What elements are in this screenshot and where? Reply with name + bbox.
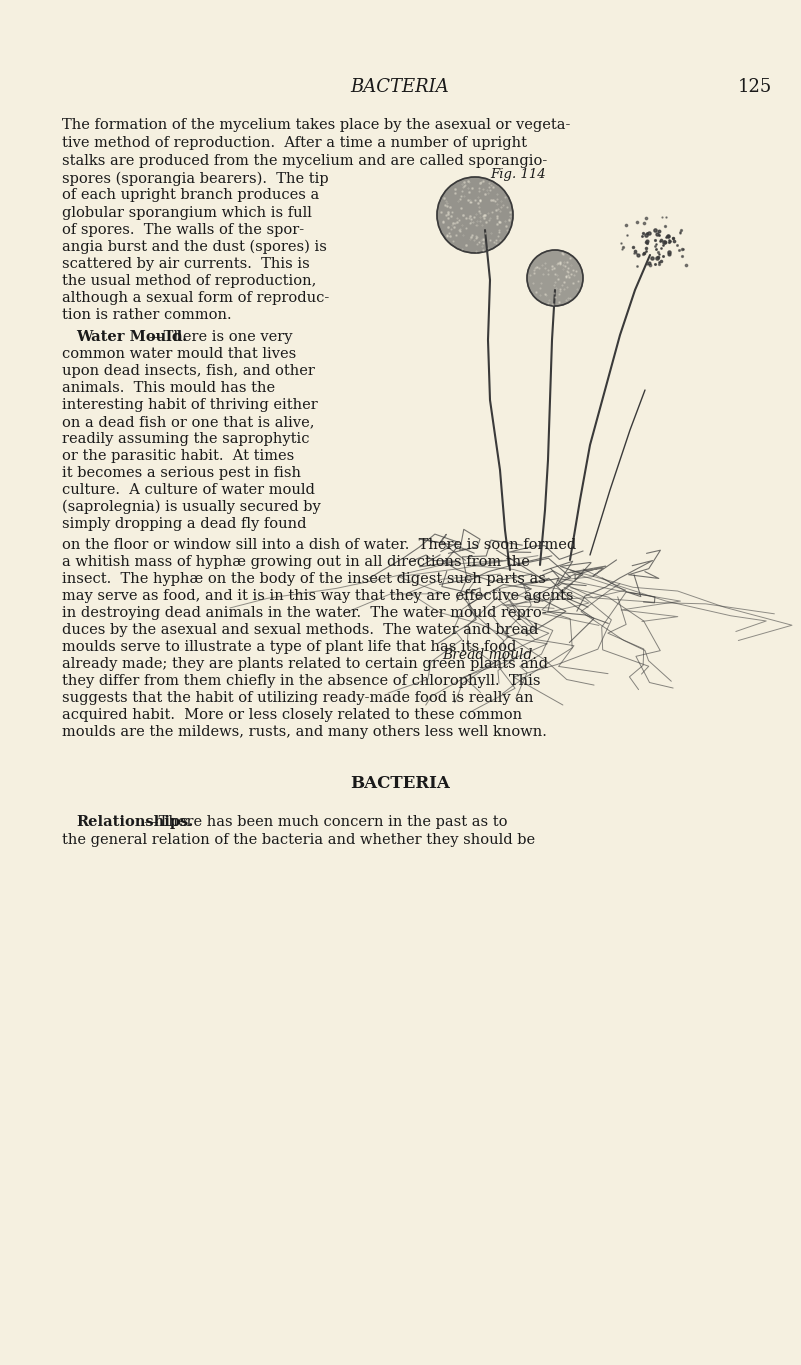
- Circle shape: [527, 250, 583, 306]
- Text: —There has been much concern in the past as to: —There has been much concern in the past…: [144, 815, 508, 829]
- Text: moulds are the mildews, rusts, and many others less well known.: moulds are the mildews, rusts, and many …: [62, 725, 547, 738]
- Text: of spores.  The walls of the spor-: of spores. The walls of the spor-: [62, 222, 304, 238]
- Text: or the parasitic habit.  At times: or the parasitic habit. At times: [62, 449, 294, 463]
- Text: already made; they are plants related to certain green plants and: already made; they are plants related to…: [62, 657, 548, 672]
- Text: common water mould that lives: common water mould that lives: [62, 347, 296, 360]
- Text: upon dead insects, fish, and other: upon dead insects, fish, and other: [62, 364, 315, 378]
- Text: they differ from them chiefly in the absence of chlorophyll.  This: they differ from them chiefly in the abs…: [62, 674, 541, 688]
- Text: a whitish mass of hyphæ growing out in all directions from the: a whitish mass of hyphæ growing out in a…: [62, 556, 530, 569]
- Text: spores (sporangia bearers).  The tip: spores (sporangia bearers). The tip: [62, 172, 328, 187]
- Text: interesting habit of thriving either: interesting habit of thriving either: [62, 399, 318, 412]
- Text: tion is rather common.: tion is rather common.: [62, 308, 231, 322]
- Text: duces by the asexual and sexual methods.  The water and bread: duces by the asexual and sexual methods.…: [62, 622, 538, 637]
- Text: may serve as food, and it is in this way that they are effective agents: may serve as food, and it is in this way…: [62, 590, 574, 603]
- Text: insect.  The hyphæ on the body of the insect digest such parts as: insect. The hyphæ on the body of the ins…: [62, 572, 545, 586]
- Text: culture.  A culture of water mould: culture. A culture of water mould: [62, 483, 315, 497]
- Text: Relationships.: Relationships.: [76, 815, 193, 829]
- Text: 125: 125: [738, 78, 772, 96]
- Text: of each upright branch produces a: of each upright branch produces a: [62, 188, 320, 202]
- Text: The formation of the mycelium takes place by the asexual or vegeta-: The formation of the mycelium takes plac…: [62, 117, 570, 132]
- Circle shape: [437, 177, 513, 253]
- Text: although a sexual form of reproduc-: although a sexual form of reproduc-: [62, 291, 329, 304]
- Text: Bread mould.: Bread mould.: [443, 648, 537, 662]
- Text: the usual method of reproduction,: the usual method of reproduction,: [62, 274, 316, 288]
- Text: scattered by air currents.  This is: scattered by air currents. This is: [62, 257, 310, 272]
- Text: acquired habit.  More or less closely related to these common: acquired habit. More or less closely rel…: [62, 708, 522, 722]
- Text: it becomes a serious pest in fish: it becomes a serious pest in fish: [62, 465, 301, 480]
- Text: Fig. 114: Fig. 114: [490, 168, 545, 182]
- Text: —There is one very: —There is one very: [149, 330, 292, 344]
- Text: tive method of reproduction.  After a time a number of upright: tive method of reproduction. After a tim…: [62, 136, 527, 150]
- Text: globular sporangium which is full: globular sporangium which is full: [62, 206, 312, 220]
- Text: Water Mould.: Water Mould.: [76, 330, 187, 344]
- Text: readily assuming the saprophytic: readily assuming the saprophytic: [62, 431, 309, 446]
- Text: animals.  This mould has the: animals. This mould has the: [62, 381, 275, 394]
- Text: suggests that the habit of utilizing ready-made food is really an: suggests that the habit of utilizing rea…: [62, 691, 533, 704]
- Text: simply dropping a dead fly found: simply dropping a dead fly found: [62, 517, 307, 531]
- Text: (saprolegnia) is usually secured by: (saprolegnia) is usually secured by: [62, 500, 320, 515]
- Text: in destroying dead animals in the water.  The water mould repro-: in destroying dead animals in the water.…: [62, 606, 546, 620]
- Text: BACTERIA: BACTERIA: [350, 775, 450, 792]
- Text: the general relation of the bacteria and whether they should be: the general relation of the bacteria and…: [62, 833, 535, 848]
- Text: stalks are produced from the mycelium and are called sporangio-: stalks are produced from the mycelium an…: [62, 154, 547, 168]
- Text: on the floor or window sill into a dish of water.  There is soon formed: on the floor or window sill into a dish …: [62, 538, 576, 551]
- Text: BACTERIA: BACTERIA: [351, 78, 449, 96]
- Text: moulds serve to illustrate a type of plant life that has its food: moulds serve to illustrate a type of pla…: [62, 640, 517, 654]
- Text: on a dead fish or one that is alive,: on a dead fish or one that is alive,: [62, 415, 315, 429]
- Text: angia burst and the dust (spores) is: angia burst and the dust (spores) is: [62, 240, 327, 254]
